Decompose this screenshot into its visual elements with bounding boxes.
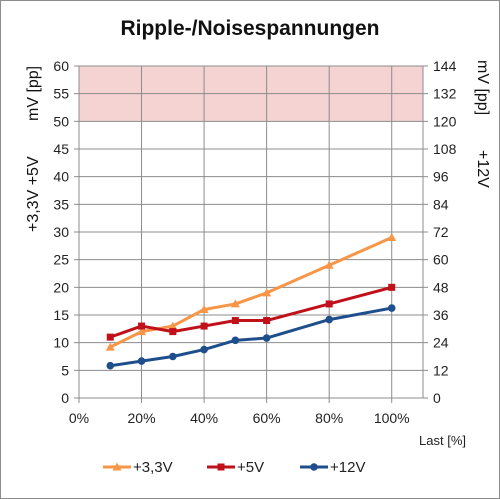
- data-point: [200, 322, 208, 330]
- series-line: [109, 285, 393, 339]
- data-point: [325, 315, 333, 324]
- data-point: [138, 322, 146, 330]
- data-point: [199, 304, 209, 313]
- y-axis-left-label-line1: +3,3V +5V: [25, 156, 42, 232]
- y-tick-left: 55: [53, 86, 69, 102]
- y-axis-right-label: +12V mV [pp]: [474, 60, 491, 188]
- y-tick-left: 40: [53, 169, 69, 185]
- legend-label: +3,3V: [133, 459, 173, 476]
- y-tick-left: 0: [61, 390, 69, 406]
- data-point: [169, 352, 177, 361]
- series-3: [106, 304, 396, 370]
- y-tick-left: 10: [53, 335, 69, 351]
- data-point: [262, 288, 272, 297]
- y-tick-right: 96: [433, 169, 449, 185]
- y-tick-right: 144: [433, 58, 457, 74]
- data-point: [168, 321, 178, 330]
- data-point: [324, 260, 334, 269]
- y-tick-right: 120: [433, 113, 457, 129]
- data-point: [106, 361, 115, 370]
- y-tick-right: 36: [433, 307, 449, 323]
- data-point: [388, 283, 396, 291]
- data-point: [387, 233, 397, 242]
- y-tick-right: 24: [433, 335, 449, 351]
- legend-label: +12V: [330, 459, 365, 476]
- series-1: [105, 233, 397, 351]
- data-point: [262, 334, 271, 342]
- legend-marker: [310, 463, 318, 471]
- x-tick: 80%: [315, 410, 343, 426]
- series-line: [110, 306, 392, 368]
- x-tick: 100%: [374, 410, 410, 426]
- data-point: [263, 317, 271, 325]
- data-point: [105, 342, 115, 351]
- data-point: [230, 299, 240, 308]
- legend-item: +12V: [300, 459, 365, 476]
- y-tick-left: 5: [61, 362, 69, 378]
- legend-item: +3,3V: [103, 459, 173, 476]
- data-point: [325, 300, 333, 308]
- y-tick-right: 72: [433, 224, 449, 240]
- y-tick-left: 30: [53, 224, 69, 240]
- y-tick-left: 50: [53, 113, 69, 129]
- x-tick: 40%: [190, 410, 218, 426]
- data-point: [387, 304, 396, 312]
- plot-border: [78, 65, 424, 399]
- x-tick: 60%: [253, 410, 281, 426]
- series-2: [106, 283, 396, 341]
- data-point: [231, 336, 240, 345]
- x-tick: 0%: [69, 410, 89, 426]
- y-tick-left: 35: [53, 196, 69, 212]
- y-tick-right: 12: [433, 362, 449, 378]
- y-tick-left: 20: [53, 279, 69, 295]
- legend-marker: [112, 462, 122, 471]
- y-tick-left: 45: [53, 141, 69, 157]
- x-axis-label: Last [%]: [419, 433, 466, 448]
- axes: 0 5 10 15 20 25 30 35 40 45 50 55 60 0 12 24 36 48 60 72 84 9…: [53, 58, 456, 426]
- y-axis-left-label: +3,3V +5V mV [pp]: [25, 66, 42, 232]
- y-axis-left-label-line2: mV [pp]: [25, 66, 42, 121]
- legend-item: +5V: [207, 459, 264, 476]
- y-tick-right: 132: [433, 86, 457, 102]
- y-tick-left: 15: [53, 307, 69, 323]
- data-point: [137, 357, 146, 365]
- legend-label: +5V: [237, 459, 264, 476]
- y-tick-right: 48: [433, 279, 449, 295]
- legend: +3,3V +5V +12V: [103, 459, 365, 476]
- x-tick: 20%: [128, 410, 156, 426]
- data-point: [169, 328, 177, 336]
- data-point: [231, 317, 239, 325]
- legend-marker: [217, 463, 225, 471]
- chart-title: Ripple-/Noisespannungen: [120, 17, 379, 40]
- y-tick-right: 0: [433, 390, 441, 406]
- data-point: [137, 327, 147, 336]
- y-axis-right-label-line2: mV [pp]: [474, 60, 491, 115]
- data-point: [106, 333, 114, 341]
- y-tick-right: 60: [433, 252, 449, 268]
- series-layer: [105, 233, 397, 370]
- grid-lines: [79, 65, 423, 399]
- y-axis-right-label-line1: +12V: [474, 150, 491, 188]
- y-tick-right: 108: [433, 141, 457, 157]
- data-point: [200, 345, 208, 354]
- y-tick-left: 25: [53, 252, 69, 268]
- series-line: [109, 236, 393, 349]
- y-tick-right: 84: [433, 196, 449, 212]
- y-tick-left: 60: [53, 58, 69, 74]
